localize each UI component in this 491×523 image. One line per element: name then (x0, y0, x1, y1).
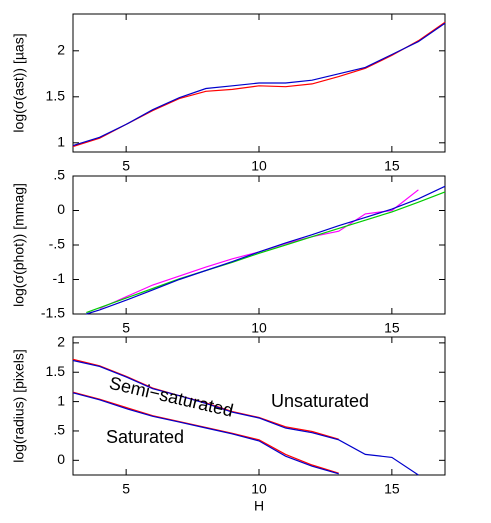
series-line (86, 185, 446, 315)
y-tick-label: 1.5 (46, 88, 66, 104)
x-tick-label: 5 (122, 158, 130, 174)
y-tick-label: -1 (53, 270, 66, 286)
series-line (86, 191, 446, 314)
y-tick-label: 1.5 (46, 363, 66, 379)
x-tick-label: 15 (384, 158, 400, 174)
y-tick-label: -.5 (49, 236, 66, 252)
y-axis-label: log(σ(ast)) [µas] (11, 33, 27, 132)
y-tick-label: 2 (57, 42, 65, 58)
x-tick-label: 5 (122, 320, 130, 336)
y-tick-label: 1 (57, 134, 65, 150)
annotation: Semi−saturated (107, 373, 235, 421)
y-tick-label: 0 (57, 451, 65, 467)
x-tick-label: 5 (122, 481, 130, 497)
series-line (72, 359, 419, 476)
y-axis-label: log(radius) [pixels] (11, 349, 27, 463)
annotation: Saturated (106, 427, 184, 447)
annotation: Unsaturated (271, 391, 369, 411)
y-tick-label: .5 (53, 167, 65, 183)
y-tick-label: -1.5 (41, 305, 65, 321)
x-tick-label: 15 (384, 320, 400, 336)
x-axis-label: H (254, 498, 264, 514)
x-tick-label: 10 (251, 481, 267, 497)
x-tick-label: 10 (251, 320, 267, 336)
x-tick-label: 15 (384, 481, 400, 497)
series-line (72, 22, 446, 147)
series-line (72, 21, 446, 148)
plot-frame (72, 175, 446, 315)
x-tick-label: 10 (251, 158, 267, 174)
y-tick-label: .5 (53, 422, 65, 438)
y-tick-label: 1 (57, 392, 65, 408)
y-tick-label: 0 (57, 201, 65, 217)
series-line (72, 392, 339, 475)
y-axis-label: log(σ(phot)) [mmag] (11, 183, 27, 307)
plot-frame (72, 336, 446, 476)
y-tick-label: 2 (57, 334, 65, 350)
